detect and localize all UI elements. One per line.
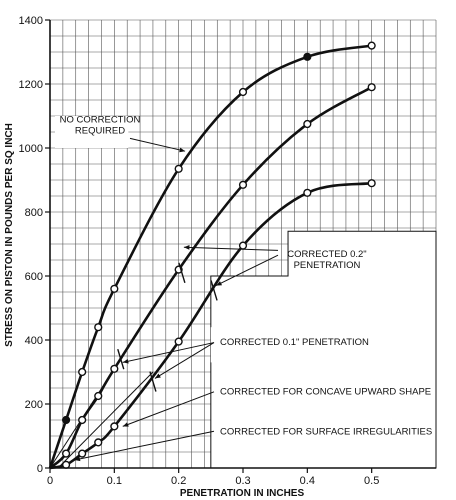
data-point [303,188,312,197]
label-panel-middle [210,327,289,363]
y-tick-label: 600 [25,271,43,283]
annotation-corrected-02: CORRECTED 0.2" PENETRATION [287,249,366,271]
data-point [303,52,312,61]
x-tick-label: 0.1 [107,475,122,487]
x-tick-label: 0.2 [171,475,186,487]
x-tick-label: 0.4 [300,475,315,487]
data-point [61,415,71,425]
annotation-surface: CORRECTED FOR SURFACE IRREGULARITIES [220,426,432,437]
corrected-tangent-line [57,371,154,469]
correction-tick-mark [210,280,218,301]
correction-tick-mark [117,348,125,370]
correction-tick-mark [178,262,186,284]
data-point [367,41,376,50]
y-tick-label: 200 [25,399,43,411]
annotations: NO CORRECTION REQUIRED CORRECTED 0.2" PENET… [60,114,432,462]
series-curves [48,41,376,470]
label-panels [55,116,437,469]
data-point [110,422,119,431]
label-panel-top [55,116,129,148]
annotation-corrected-01-arrow-b-head [154,373,161,379]
annotation-corrected-02-line: PENETRATION [294,260,361,271]
annotation-no-correction-line: REQUIRED [75,125,125,136]
data-point [238,180,248,189]
data-point [110,364,119,373]
annotation-surface-line: CORRECTED FOR SURFACE IRREGULARITIES [220,426,432,437]
data-point [110,284,119,293]
data-point [367,83,376,92]
annotation-concave-line: CORRECTED FOR CONCAVE UPWARD SHAPE [220,386,431,397]
annotation-no-correction: NO CORRECTION REQUIRED [60,114,141,136]
data-point [94,391,103,401]
y-axis-title: STRESS ON PISTON IN POUNDS PER SQ INCH [4,123,15,347]
data-point [94,323,103,332]
y-tick-label: 400 [25,335,43,347]
data-point [78,367,87,377]
annotation-corrected-01-arrow-a [122,342,215,363]
annotation-corrected-01-line: CORRECTED 0.1" PENETRATION [220,337,369,348]
y-tick-label: 1200 [19,79,43,91]
annotation-corrected-02-arrow-a-head [183,245,190,250]
y-tick-label: 1400 [19,15,43,27]
annotation-concave: CORRECTED FOR CONCAVE UPWARD SHAPE [220,386,431,397]
annotation-corrected-02-arrow-b [215,254,279,287]
x-axis-title: PENETRATION IN INCHES [180,488,305,499]
data-point [303,119,312,129]
annotation-no-correction-line: NO CORRECTION [60,114,141,125]
annotation-surface-arrow [74,430,215,461]
data-point [78,449,87,458]
annotation-corrected-01-arrow-a-head [122,358,129,364]
x-tick-label: 0.5 [364,475,379,487]
annotation-concave-arrow-head [122,422,129,427]
annotation-no-correction-arrow-head [179,147,186,153]
data-point [238,87,248,97]
data-point [61,449,71,458]
y-tick-label: 0 [37,463,43,475]
correction-tick-mark [149,371,157,392]
annotation-corrected-02-arrow-a [183,246,279,251]
x-tick-label: 0.3 [235,475,250,487]
annotation-corrected-01: CORRECTED 0.1" PENETRATION [220,337,369,348]
data-point [94,438,103,447]
series-curve-3 [49,181,372,470]
axes: 0 0.1 0.2 0.3 0.4 0.5 0 200 400 600 800 1000 1200 140… [19,15,436,487]
data-point [78,415,87,425]
y-tick-label: 1000 [19,143,43,155]
data-point [238,241,248,250]
y-tick-label: 800 [25,207,43,219]
annotation-concave-arrow [122,391,215,427]
annotation-corrected-02-line: CORRECTED 0.2" [287,249,366,260]
annotation-surface-arrow-head [74,456,81,462]
annotation-no-correction-arrow [129,137,186,152]
annotation-corrected-01-arrow-b [154,342,215,379]
data-point [174,337,183,346]
x-tick-label: 0 [47,475,53,487]
series-curve-2 [49,86,373,470]
data-point [174,164,183,173]
annotation-corrected-02-arrow-b-head [216,281,223,286]
data-point [367,179,376,188]
data-point [61,460,71,469]
series-curve-1 [48,44,372,469]
